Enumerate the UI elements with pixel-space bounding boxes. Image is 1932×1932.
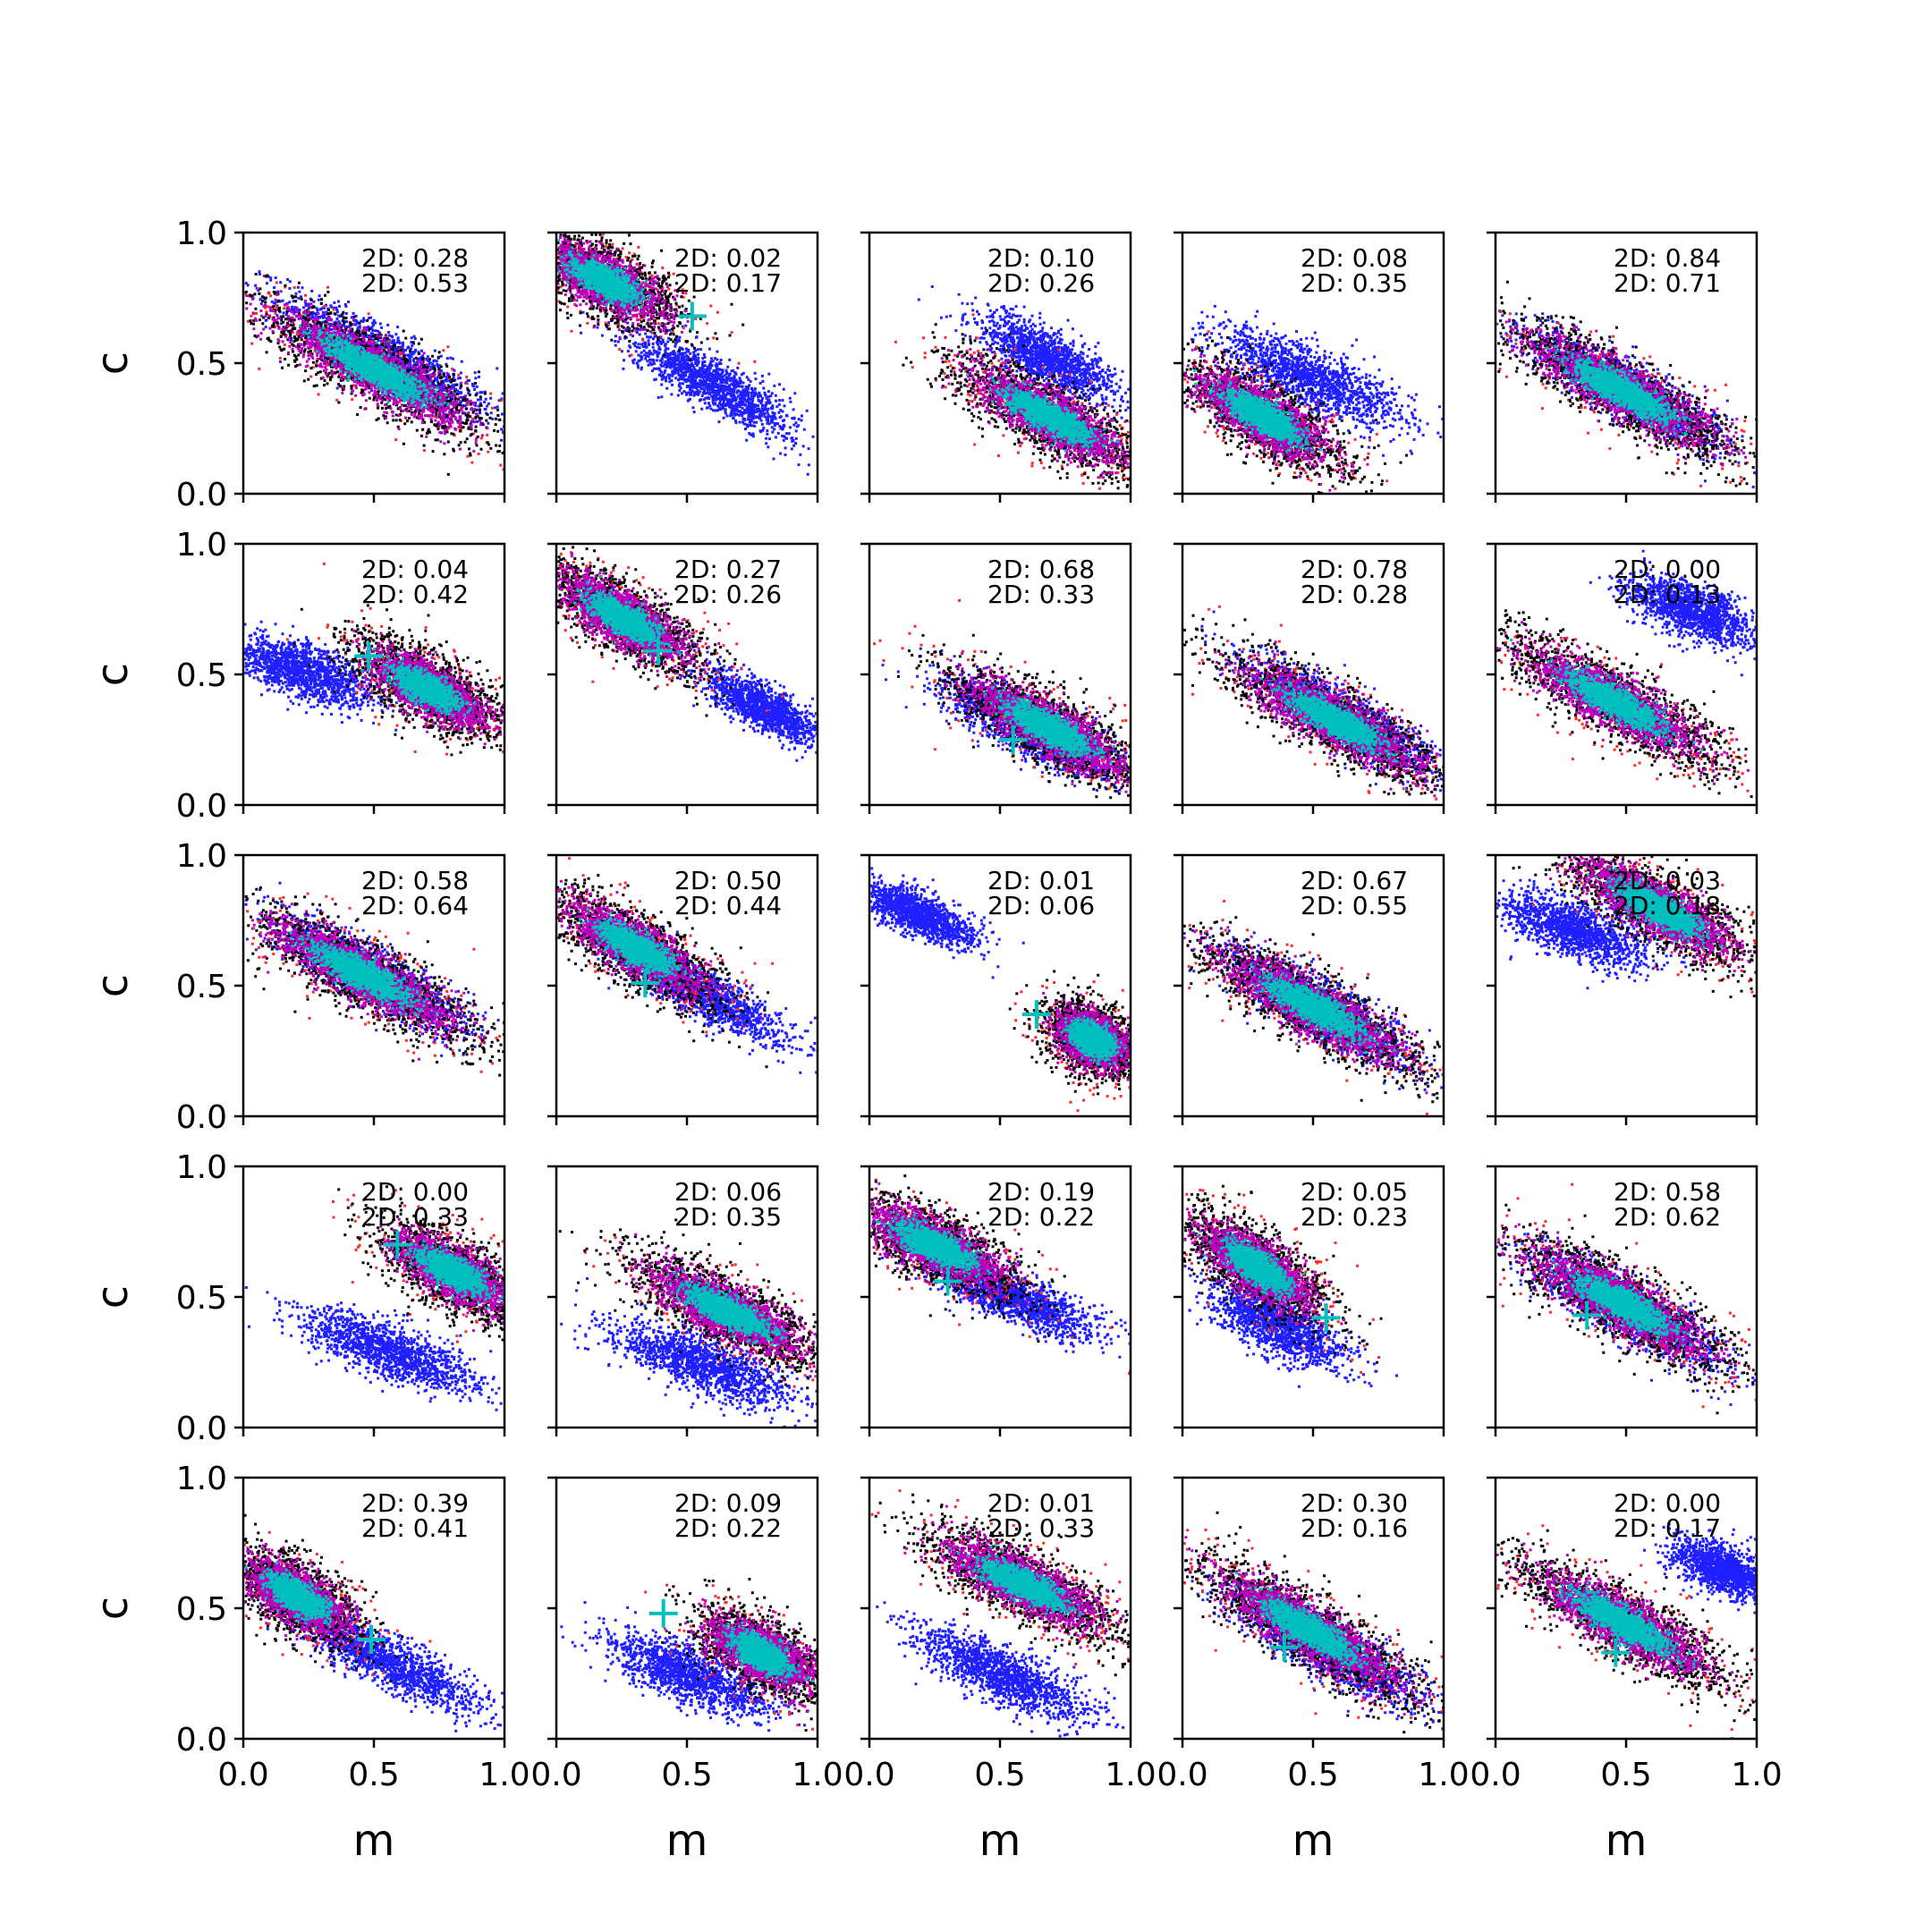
- y-tick-label: 1.0: [176, 216, 227, 252]
- stat-label-2: 2D: 0.26: [674, 580, 782, 609]
- y-axis-label: c: [88, 974, 138, 997]
- x-tick-label: 1.0: [1418, 1757, 1469, 1793]
- stat-label-2: 2D: 0.35: [674, 1202, 782, 1232]
- y-tick-label: 0.5: [176, 1280, 227, 1317]
- stat-label-2: 2D: 0.35: [1301, 268, 1408, 298]
- y-tick-label: 0.0: [176, 788, 227, 825]
- y-tick-label: 0.5: [176, 1591, 227, 1628]
- y-tick-label: 1.0: [176, 1149, 227, 1186]
- x-axis-label: m: [1606, 1816, 1648, 1866]
- x-tick-label: 0.0: [1470, 1757, 1521, 1793]
- stat-label-2: 2D: 0.41: [361, 1513, 469, 1543]
- stat-label-2: 2D: 0.33: [987, 1513, 1095, 1543]
- stat-label-2: 2D: 0.06: [987, 891, 1095, 920]
- y-axis-label: c: [88, 1285, 138, 1309]
- stat-label-2: 2D: 0.18: [1614, 891, 1721, 920]
- stat-label-2: 2D: 0.26: [987, 268, 1095, 298]
- x-tick-label: 0.5: [1600, 1757, 1651, 1793]
- y-tick-label: 0.5: [176, 657, 227, 694]
- y-axis-label: c: [88, 1597, 138, 1620]
- x-tick-label: 0.5: [974, 1757, 1025, 1793]
- stat-label-2: 2D: 0.33: [361, 1202, 469, 1232]
- x-tick-label: 1.0: [792, 1757, 843, 1793]
- stat-label-2: 2D: 0.62: [1614, 1202, 1721, 1232]
- y-tick-label: 0.0: [176, 1099, 227, 1136]
- y-tick-label: 1.0: [176, 527, 227, 564]
- stat-label-2: 2D: 0.22: [987, 1202, 1095, 1232]
- x-tick-label: 0.0: [843, 1757, 894, 1793]
- stat-label-2: 2D: 0.13: [1614, 580, 1721, 609]
- stat-label-2: 2D: 0.16: [1301, 1513, 1408, 1543]
- stat-label-2: 2D: 0.17: [674, 268, 782, 298]
- stat-label-2: 2D: 0.33: [987, 580, 1095, 609]
- y-tick-label: 0.0: [176, 477, 227, 513]
- x-tick-label: 0.0: [1157, 1757, 1208, 1793]
- x-axis-label: m: [1292, 1816, 1335, 1866]
- x-tick-label: 0.5: [348, 1757, 399, 1793]
- stat-label-2: 2D: 0.28: [1301, 580, 1408, 609]
- x-tick-label: 0.5: [661, 1757, 712, 1793]
- x-tick-label: 0.0: [217, 1757, 268, 1793]
- x-tick-label: 1.0: [1105, 1757, 1156, 1793]
- y-tick-label: 0.5: [176, 969, 227, 1005]
- stat-label-2: 2D: 0.64: [361, 891, 469, 920]
- x-tick-label: 1.0: [479, 1757, 530, 1793]
- stat-label-2: 2D: 0.22: [674, 1513, 782, 1543]
- x-axis-label: m: [666, 1816, 708, 1866]
- y-tick-label: 0.5: [176, 346, 227, 383]
- y-tick-label: 0.0: [176, 1411, 227, 1447]
- y-tick-label: 0.0: [176, 1722, 227, 1758]
- x-tick-label: 0.0: [530, 1757, 581, 1793]
- x-axis-label: m: [353, 1816, 395, 1866]
- stat-label-2: 2D: 0.55: [1301, 891, 1408, 920]
- x-tick-label: 1.0: [1731, 1757, 1782, 1793]
- stat-label-2: 2D: 0.53: [361, 268, 469, 298]
- y-axis-label: c: [88, 352, 138, 375]
- x-tick-label: 0.5: [1287, 1757, 1338, 1793]
- stat-label-2: 2D: 0.44: [674, 891, 782, 920]
- stat-label-2: 2D: 0.42: [361, 580, 469, 609]
- stat-label-2: 2D: 0.71: [1614, 268, 1721, 298]
- x-axis-label: m: [979, 1816, 1021, 1866]
- y-axis-label: c: [88, 663, 138, 686]
- stat-label-2: 2D: 0.17: [1614, 1513, 1721, 1543]
- y-tick-label: 1.0: [176, 838, 227, 875]
- stat-label-2: 2D: 0.23: [1301, 1202, 1408, 1232]
- y-tick-label: 1.0: [176, 1461, 227, 1497]
